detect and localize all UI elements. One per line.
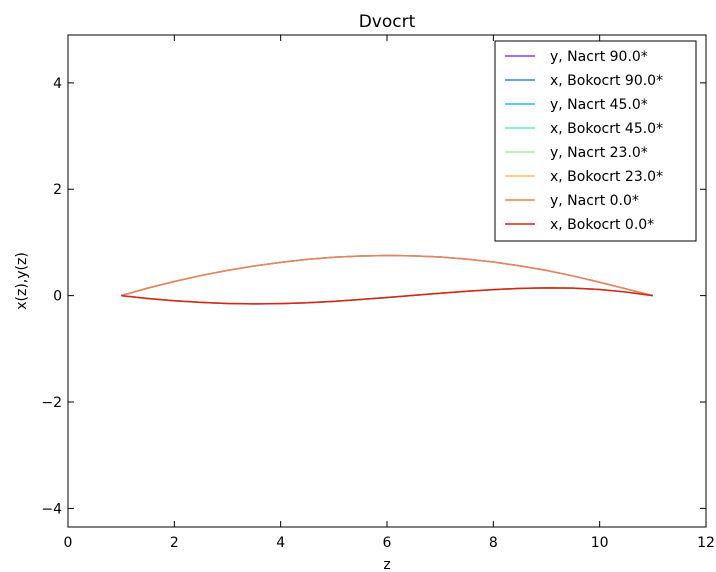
x-tick-label: 10 [591, 535, 609, 551]
y-tick-label: 2 [53, 182, 62, 198]
legend-entry: x, Bokocrt 90.0* [550, 73, 663, 89]
y-tick-label: −4 [41, 501, 62, 517]
x-tick-label: 8 [489, 535, 498, 551]
series-line-3 [121, 287, 653, 305]
series-line-6 [120, 254, 654, 297]
y-tick-label: 4 [53, 76, 62, 92]
legend-entry: x, Bokocrt 23.0* [550, 169, 663, 185]
x-tick-label: 0 [64, 535, 73, 551]
legend-entry: y, Nacrt 23.0* [550, 145, 648, 161]
chart-title: Dvocrt [359, 12, 416, 32]
legend-entry: y, Nacrt 90.0* [550, 49, 648, 65]
legend-entry: x, Bokocrt 0.0* [550, 217, 654, 233]
y-axis-label: x(z),y(z) [14, 252, 30, 310]
legend: y, Nacrt 90.0* x, Bokocrt 90.0* y, Nacrt 4… [494, 40, 697, 242]
legend-entry: y, Nacrt 0.0* [550, 193, 639, 209]
axis-ticks: 0 2 4 6 8 10 12 −4 −2 0 2 4 [41, 35, 715, 551]
series-line-7 [121, 287, 653, 305]
legend-entry: y, Nacrt 45.0* [550, 97, 648, 113]
legend-entry: x, Bokocrt 45.0* [550, 121, 663, 137]
x-tick-label: 12 [697, 535, 715, 551]
series-line-5 [121, 287, 653, 305]
x-tick-label: 6 [383, 535, 392, 551]
y-tick-label: 0 [53, 289, 62, 305]
x-axis-label: z [383, 557, 390, 572]
series-line-1 [121, 287, 653, 305]
y-tick-label: −2 [41, 395, 62, 411]
plot-lines [120, 254, 654, 305]
x-tick-label: 4 [276, 535, 285, 551]
legend-frame [494, 40, 697, 242]
x-tick-label: 2 [170, 535, 179, 551]
